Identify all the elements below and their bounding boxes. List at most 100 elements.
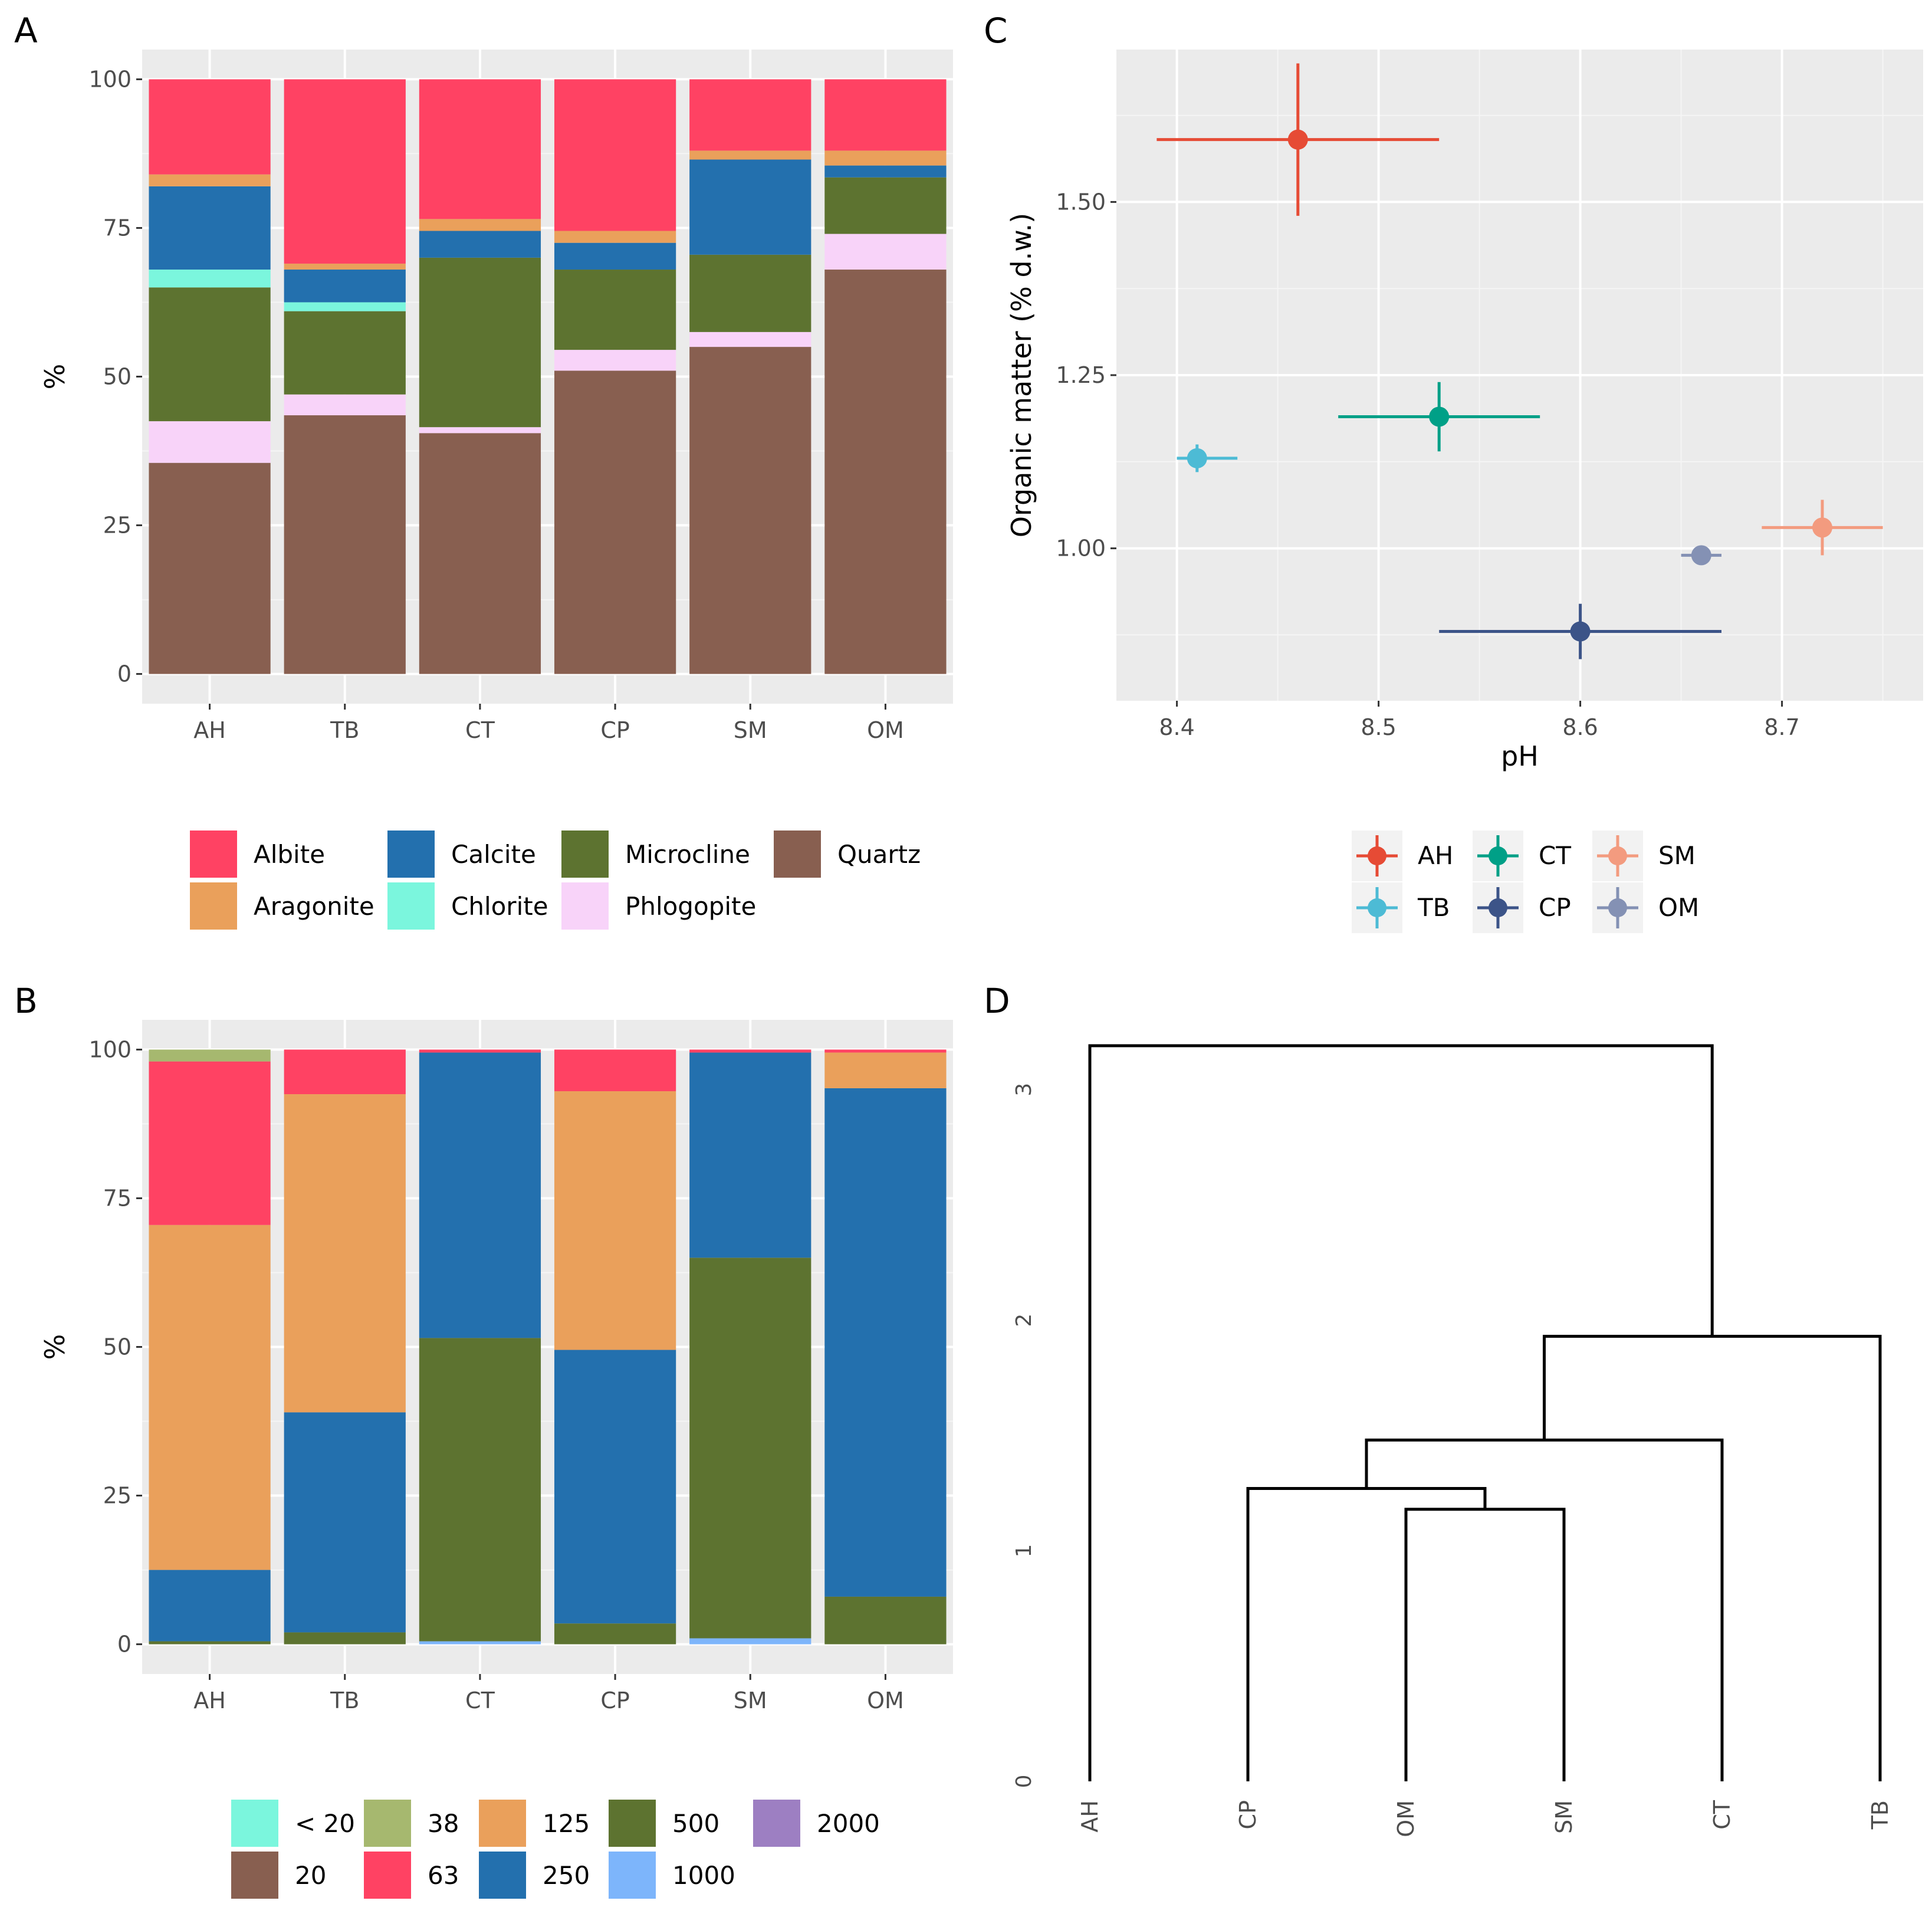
- legend-label: 63: [428, 1861, 459, 1890]
- leaf-label-cp: CP: [1235, 1800, 1261, 1829]
- panel-a: A 0 25 50 75 100 AH TB CT CP SM OM% Albite Aragonite C…: [14, 11, 953, 930]
- bar-segment-ah-500: [149, 1641, 271, 1644]
- panel-d: D 0 1 2 3 AH CP OM SM CT TB: [984, 981, 1893, 1837]
- y-tick-label: 3: [1012, 1083, 1036, 1097]
- bar-segment-ah-38: [149, 1049, 271, 1062]
- legend-label: 125: [543, 1809, 590, 1838]
- legend-label: 38: [428, 1809, 459, 1838]
- panel-b: B 0 25 50 75 100 AH TB CT CP SM OM% < 20 20 38 63 125 250…: [14, 981, 953, 1899]
- bar-segment-cp-microcline: [554, 270, 676, 350]
- x-tick-label: CT: [465, 717, 495, 743]
- legend-label: CT: [1539, 841, 1571, 870]
- leaf-label-sm: SM: [1551, 1800, 1577, 1834]
- bar-segment-tb-250: [284, 1412, 406, 1633]
- bar-segment-cp-albite: [554, 79, 676, 231]
- bar-segment-ct-calcite: [419, 231, 541, 258]
- legend-key-albite: [190, 831, 237, 878]
- legend-key-tb: [1368, 898, 1386, 917]
- legend-label: < 20: [295, 1809, 355, 1838]
- bar-segment-ct-250: [419, 1052, 541, 1338]
- y-tick-label: 1: [1012, 1544, 1036, 1558]
- bar-segment-ct-microcline: [419, 257, 541, 428]
- point-tb: [1187, 448, 1207, 468]
- bar-segment-om-250: [824, 1088, 947, 1597]
- x-tick-label: CT: [465, 1688, 495, 1714]
- point-cp: [1570, 621, 1591, 642]
- y-tick-label: 2: [1012, 1314, 1036, 1327]
- legend-label: OM: [1658, 893, 1699, 922]
- panel-letter: B: [14, 981, 38, 1021]
- bar-segment-tb-125: [284, 1094, 406, 1413]
- legend-label: TB: [1417, 893, 1450, 922]
- y-tick-label: 50: [103, 1334, 132, 1360]
- bar-segment-tb-albite: [284, 79, 406, 264]
- point-ah: [1287, 129, 1308, 150]
- x-tick-label: OM: [867, 717, 904, 743]
- legend-key-calcite: [387, 831, 435, 878]
- x-tick-label: SM: [734, 1688, 767, 1714]
- panel-letter: A: [14, 11, 38, 51]
- legend-label: Microcline: [625, 840, 750, 869]
- x-tick-label: 8.7: [1764, 714, 1799, 740]
- legend-key-500: [609, 1800, 656, 1847]
- bar-segment-ah-albite: [149, 79, 271, 175]
- bar-segment-ct-500: [419, 1338, 541, 1642]
- bar-segment-sm-500: [689, 1258, 811, 1639]
- bar-segment-om-quartz: [824, 270, 947, 674]
- legend-key-250: [479, 1852, 526, 1899]
- bar-segment-cp-63: [554, 1049, 676, 1091]
- legend-key-chlorite: [387, 882, 435, 930]
- legend-label: Calcite: [451, 840, 536, 869]
- bar-segment-cp-phlogopite: [554, 350, 676, 371]
- dendrogram-branch: [1365, 1438, 1724, 1781]
- leaf-label-om: OM: [1393, 1800, 1419, 1837]
- point-om: [1691, 545, 1711, 566]
- bar-segment-sm-aragonite: [689, 150, 811, 160]
- legend-label: CP: [1539, 893, 1571, 922]
- x-axis-title: pH: [1501, 740, 1539, 772]
- y-tick-label: 1.25: [1056, 362, 1106, 388]
- dendrogram-branch: [1404, 1508, 1566, 1781]
- legend-key-63: [364, 1852, 411, 1899]
- y-tick-label: 1.50: [1056, 189, 1106, 215]
- bar-segment-sm-250: [689, 1052, 811, 1258]
- y-tick-label: 25: [103, 513, 132, 539]
- bar-segment-om-calcite: [824, 165, 947, 178]
- dendrogram-branch: [1246, 1487, 1487, 1781]
- bar-segment-ct-phlogopite: [419, 427, 541, 434]
- y-tick-label: 100: [88, 1036, 132, 1062]
- bar-segment-ah-chlorite: [149, 270, 271, 288]
- legend-key-phlogopite: [561, 882, 609, 930]
- x-tick-label: TB: [330, 717, 359, 743]
- bar-segment-ah-calcite: [149, 186, 271, 270]
- dendrogram-branch: [1088, 1044, 1714, 1781]
- bar-segment-cp-500: [554, 1623, 676, 1644]
- x-tick-label: 8.4: [1159, 714, 1194, 740]
- bar-segment-ah-aragonite: [149, 174, 271, 186]
- bar-segment-tb-phlogopite: [284, 394, 406, 416]
- bar-segment-om-63: [824, 1049, 947, 1053]
- legend-label: SM: [1658, 841, 1696, 870]
- y-tick-label: 0: [1012, 1775, 1036, 1788]
- y-tick-label: 0: [117, 661, 132, 687]
- bar-segment-om-microcline: [824, 177, 947, 234]
- x-tick-label: SM: [734, 717, 767, 743]
- legend-label: Quartz: [837, 840, 921, 869]
- legend-label: Chlorite: [451, 892, 548, 921]
- bar-segment-cp-calcite: [554, 242, 676, 270]
- x-tick-label: AH: [193, 717, 226, 743]
- bar-segment-tb-63: [284, 1049, 406, 1095]
- legend-key-sm: [1608, 846, 1627, 865]
- bar-segment-ct-1000: [419, 1641, 541, 1644]
- bar-segment-cp-250: [554, 1350, 676, 1624]
- panel-letter: C: [984, 11, 1008, 51]
- bar-segment-ah-microcline: [149, 287, 271, 422]
- x-tick-label: TB: [330, 1688, 359, 1714]
- y-tick-label: 1.00: [1056, 536, 1106, 562]
- legend-label: 2000: [817, 1809, 880, 1838]
- bar-segment-sm-phlogopite: [689, 331, 811, 347]
- y-axis-title: Organic matter (% d.w.): [1006, 213, 1037, 538]
- panel-c: C 8.4 8.5 8.6 8.7 1.00 1.25 1.50 pH Organic matte…: [984, 11, 1923, 933]
- x-tick-label: 8.6: [1562, 714, 1598, 740]
